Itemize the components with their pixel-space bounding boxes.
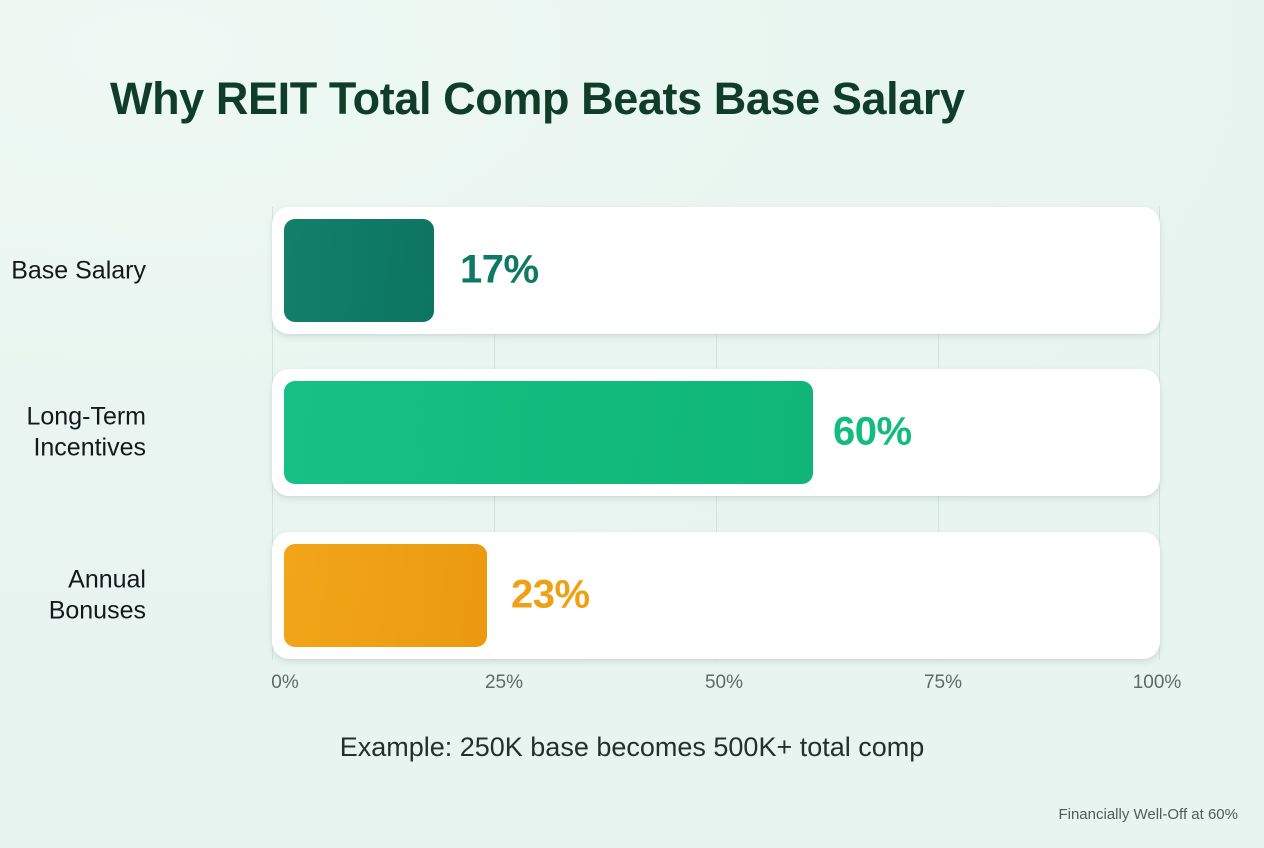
- category-label-base-salary: Base Salary: [0, 255, 146, 287]
- bar-value-base-salary: 17%: [460, 247, 539, 292]
- chart-caption: Example: 250K base becomes 500K+ total c…: [339, 732, 925, 762]
- bar-value-annual-bonuses: 23%: [511, 572, 590, 617]
- bar-fill-base-salary: [284, 219, 434, 322]
- x-axis: 0% 25% 50% 75% 100%: [271, 672, 1181, 700]
- bar-row-annual-bonuses: 23% Annual Bonuses: [49, 532, 1160, 659]
- x-tick-25: 25%: [484, 672, 524, 693]
- bar-fill-annual-bonuses: [284, 544, 487, 647]
- bar-fill-long-term-incentives: [284, 381, 813, 484]
- bar-row-long-term-incentives: 60% Long-Term Incentives: [27, 369, 1160, 496]
- category-label-line2: Bonuses: [48, 596, 146, 625]
- category-label-line1: Annual: [68, 565, 146, 593]
- x-tick-100: 100%: [1132, 672, 1182, 693]
- page-title: Why REIT Total Comp Beats Base Salary: [110, 73, 965, 124]
- bar-row-base-salary: 17% Base Salary: [11, 207, 1160, 334]
- category-label-long-term-incentives: Long-Term Incentives: [0, 401, 147, 464]
- bar-value-long-term-incentives: 60%: [833, 409, 912, 454]
- category-label-annual-bonuses: Annual Bonuses: [0, 564, 146, 627]
- category-label-line1: Long-Term: [26, 402, 147, 430]
- category-label-line2: Incentives: [33, 433, 146, 462]
- category-label-line1: Base Salary: [11, 255, 146, 284]
- x-tick-0: 0%: [271, 672, 299, 693]
- x-tick-50: 50%: [704, 672, 744, 693]
- x-tick-75: 75%: [923, 672, 963, 693]
- footer-note: Financially Well-Off at 60%: [1058, 806, 1238, 823]
